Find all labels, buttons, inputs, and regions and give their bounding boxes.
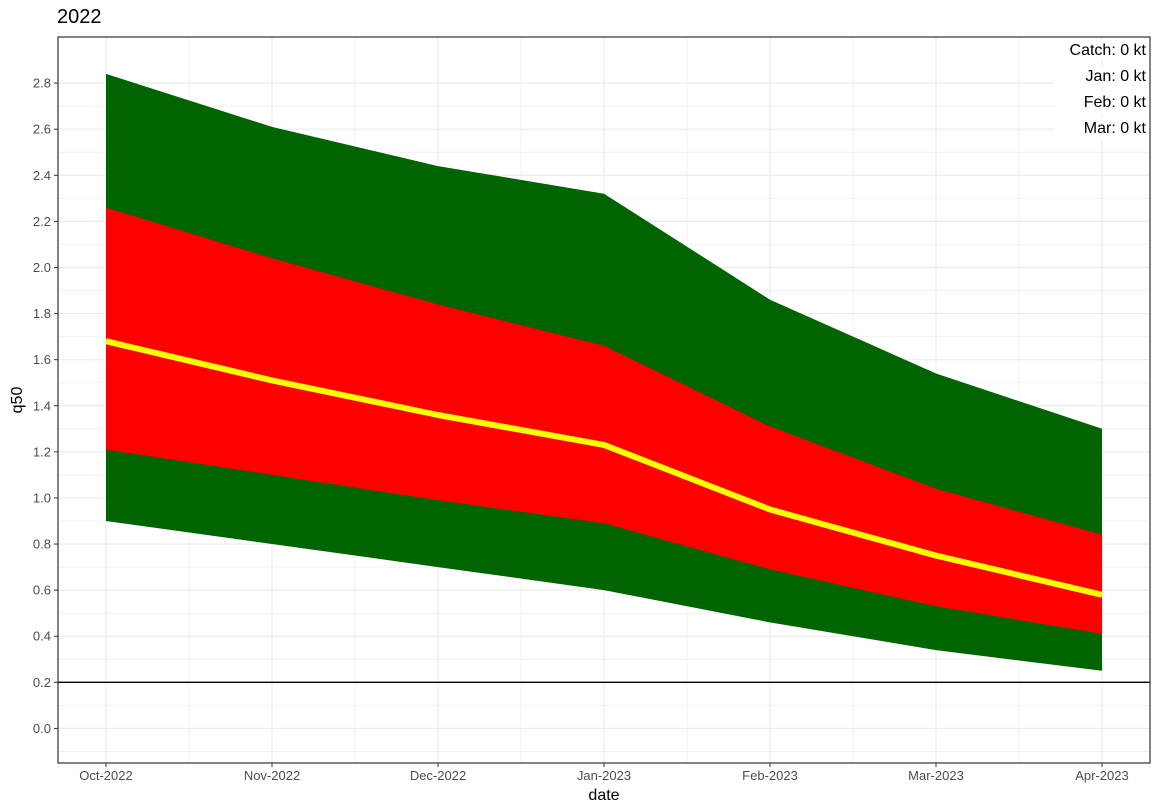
annotation-label: Mar: 0 kt — [1084, 120, 1147, 137]
annotation-background — [1054, 40, 1148, 61]
x-tick-label: Oct-2022 — [79, 768, 132, 783]
chart-title: 2022 — [57, 6, 102, 28]
y-tick-label: 1.6 — [33, 352, 51, 367]
median-line — [105, 338, 1103, 598]
y-axis-title: q50 — [9, 387, 26, 414]
y-tick-label: 2.4 — [33, 168, 51, 183]
y-tick-label: 2.2 — [33, 214, 51, 229]
y-tick-label: 0.4 — [33, 629, 51, 644]
y-tick-label: 0.2 — [33, 675, 51, 690]
x-tick-label: Jan-2023 — [577, 768, 631, 783]
y-tick-label: 2.8 — [33, 76, 51, 91]
y-tick-label: 1.2 — [33, 444, 51, 459]
x-tick-label: Nov-2022 — [244, 768, 300, 783]
x-tick-label: Mar-2023 — [908, 768, 964, 783]
x-axis-title: date — [588, 787, 619, 804]
inner-band-area — [106, 207, 1102, 634]
x-tick-label: Dec-2022 — [410, 768, 466, 783]
annotation-background — [1054, 92, 1148, 113]
x-tick-label: Apr-2023 — [1075, 768, 1128, 783]
y-tick-label: 0.0 — [33, 721, 51, 736]
y-tick-label: 1.8 — [33, 306, 51, 321]
annotation-background — [1054, 66, 1148, 87]
y-tick-label: 0.6 — [33, 583, 51, 598]
annotation-label: Feb: 0 kt — [1084, 94, 1147, 111]
y-tick-label: 1.4 — [33, 398, 51, 413]
annotation-background — [1054, 118, 1148, 139]
annotation-label: Jan: 0 kt — [1086, 68, 1147, 85]
annotation-label: Catch: 0 kt — [1070, 42, 1147, 59]
y-tick-label: 0.8 — [33, 537, 51, 552]
x-tick-label: Feb-2023 — [742, 768, 798, 783]
y-tick-label: 2.0 — [33, 260, 51, 275]
y-tick-label: 2.6 — [33, 122, 51, 137]
y-tick-label: 1.0 — [33, 490, 51, 505]
